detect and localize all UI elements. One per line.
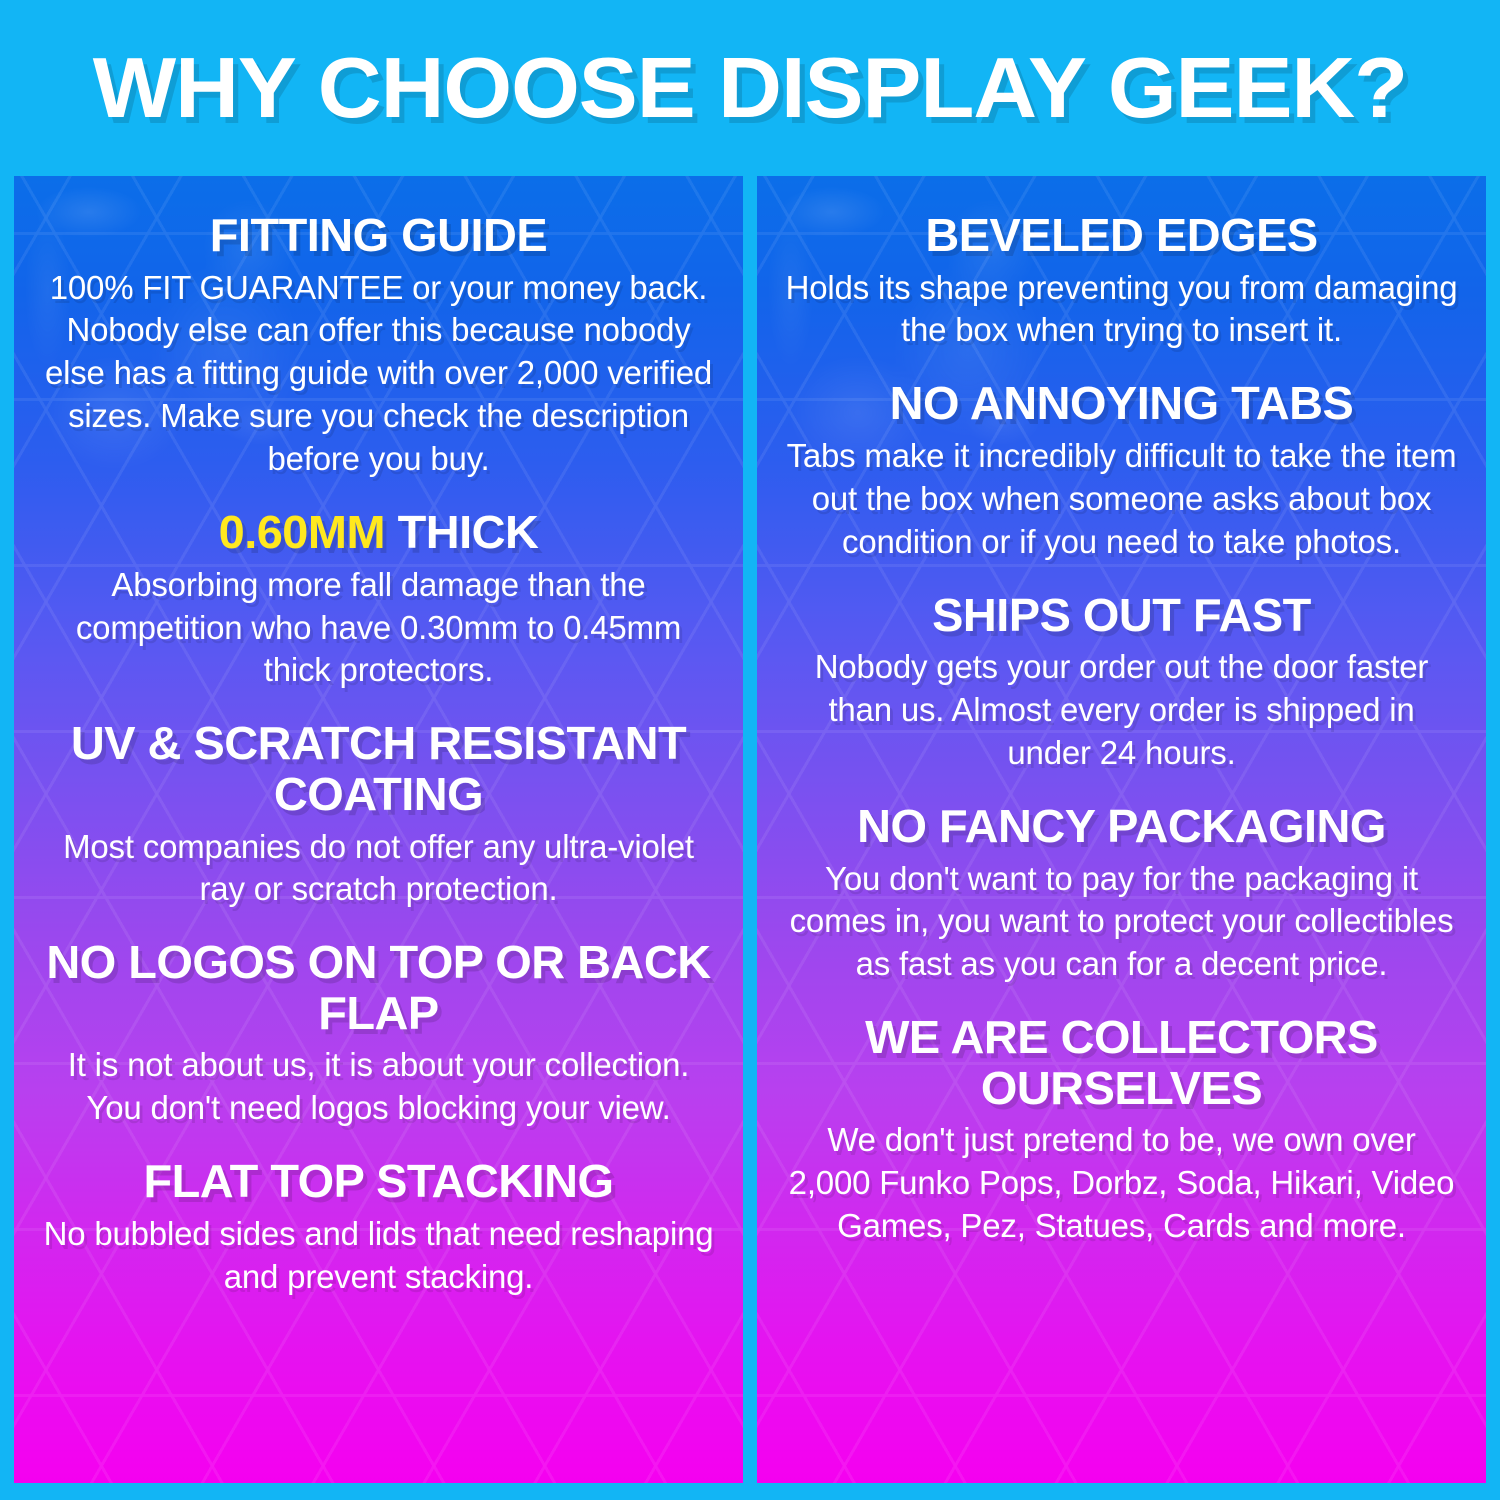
feature-title: FITTING GUIDE bbox=[209, 209, 548, 261]
feature-title: 0.60MM THICK bbox=[31, 507, 726, 558]
feature-body: Holds its shape preventing you from dama… bbox=[785, 268, 1458, 349]
feature-title: NO FANCY PACKAGING bbox=[857, 799, 1386, 852]
feature-section-thickness: 0.60MM THICK Absorbing more fall damage … bbox=[38, 507, 719, 692]
feature-title: UV & SCRATCH RESISTANT COATING bbox=[70, 717, 687, 820]
feature-title: FLAT TOP STACKING bbox=[143, 1155, 614, 1208]
feature-body: Absorbing more fall damage than the comp… bbox=[75, 565, 682, 689]
feature-title-highlight: 0.60MM bbox=[218, 506, 386, 559]
feature-section-beveled-edges: BEVELED EDGES Holds its shape preventing… bbox=[781, 210, 1462, 352]
feature-section-we-are-collectors: WE ARE COLLECTORS OURSELVES We don't jus… bbox=[781, 1012, 1462, 1248]
feature-body: We don't just pretend to be, we own over… bbox=[788, 1121, 1455, 1245]
page-title: WHY CHOOSE DISPLAY GEEK? bbox=[92, 40, 1408, 136]
feature-section-no-annoying-tabs: NO ANNOYING TABS Tabs make it incredibly… bbox=[781, 378, 1462, 563]
feature-section-no-fancy-packaging: NO FANCY PACKAGING You don't want to pay… bbox=[781, 801, 1462, 986]
right-column-content: BEVELED EDGES Holds its shape preventing… bbox=[757, 176, 1486, 1483]
feature-body: Nobody gets your order out the door fast… bbox=[814, 648, 1429, 772]
feature-columns: FITTING GUIDE 100% FIT GUARANTEE or your… bbox=[14, 176, 1486, 1483]
feature-section-no-logos: NO LOGOS ON TOP OR BACK FLAP It is not a… bbox=[38, 937, 719, 1130]
feature-section-uv-scratch-resistant-coating: UV & SCRATCH RESISTANT COATING Most comp… bbox=[38, 718, 719, 911]
feature-panel-left: FITTING GUIDE 100% FIT GUARANTEE or your… bbox=[14, 176, 743, 1483]
feature-title: BEVELED EDGES bbox=[925, 209, 1318, 261]
poster-header: WHY CHOOSE DISPLAY GEEK? bbox=[0, 0, 1500, 176]
feature-section-flat-top-stacking: FLAT TOP STACKING No bubbled sides and l… bbox=[38, 1156, 719, 1298]
feature-panel-right: BEVELED EDGES Holds its shape preventing… bbox=[757, 176, 1486, 1483]
feature-body: No bubbled sides and lids that need resh… bbox=[43, 1214, 714, 1295]
feature-body: 100% FIT GUARANTEE or your money back. N… bbox=[44, 268, 713, 478]
feature-title: NO LOGOS ON TOP OR BACK FLAP bbox=[46, 936, 711, 1039]
feature-title: WE ARE COLLECTORS OURSELVES bbox=[865, 1011, 1378, 1114]
feature-body: It is not about us, it is about your col… bbox=[67, 1046, 690, 1127]
feature-title: NO ANNOYING TABS bbox=[889, 377, 1354, 430]
feature-title-rest: THICK bbox=[385, 506, 539, 559]
feature-body: You don't want to pay for the packaging … bbox=[789, 859, 1454, 983]
feature-body: Tabs make it incredibly difficult to tak… bbox=[786, 436, 1457, 560]
feature-section-ships-out-fast: SHIPS OUT FAST Nobody gets your order ou… bbox=[781, 590, 1462, 775]
left-column-content: FITTING GUIDE 100% FIT GUARANTEE or your… bbox=[14, 176, 743, 1483]
feature-section-fitting-guide: FITTING GUIDE 100% FIT GUARANTEE or your… bbox=[38, 210, 719, 481]
feature-body: Most companies do not offer any ultra-vi… bbox=[63, 827, 694, 908]
feature-title: SHIPS OUT FAST bbox=[932, 588, 1311, 641]
